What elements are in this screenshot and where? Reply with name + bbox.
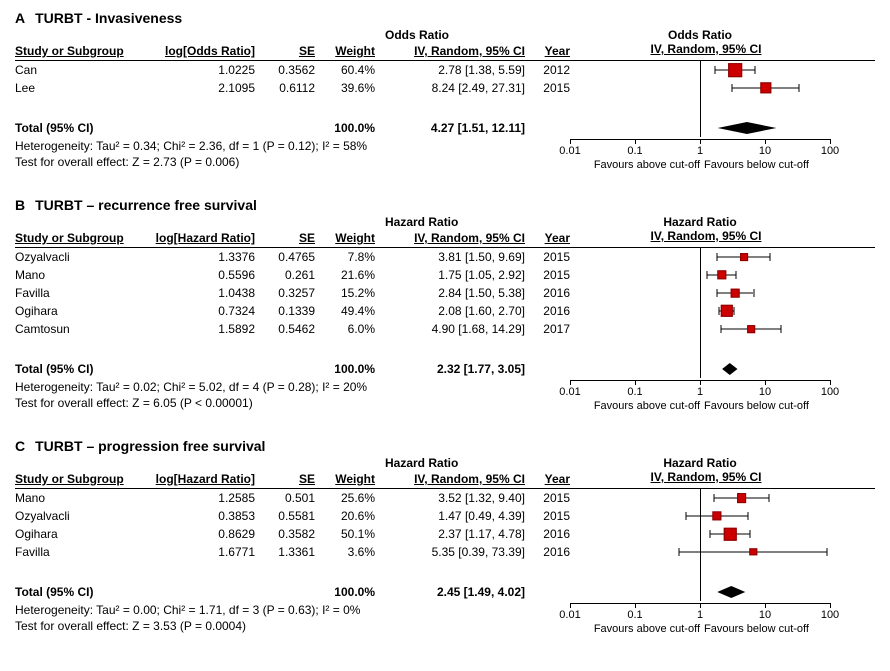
panel-title: CTURBT – progression free survival	[15, 438, 875, 454]
column-header-row: Study or Subgrouplog[Odds Ratio]SEWeight…	[15, 42, 875, 61]
point-estimate-square	[728, 63, 742, 77]
study-row: Ozyalvacli1.33760.47657.8%3.81 [1.50, 9.…	[15, 248, 875, 266]
total-row: Total (95% CI)100.0%2.45 [1.49, 4.02]	[15, 583, 875, 601]
study-row: Can1.02250.356260.4%2.78 [1.38, 5.59]201…	[15, 61, 875, 79]
point-estimate-square	[724, 528, 737, 541]
study-row: Lee2.10950.611239.6%8.24 [2.49, 27.31]20…	[15, 79, 875, 97]
point-estimate-square	[740, 253, 748, 261]
study-row: Favilla1.67711.33613.6%5.35 [0.39, 73.39…	[15, 543, 875, 561]
null-effect-line	[700, 248, 701, 378]
point-estimate-square	[760, 82, 771, 93]
forest-axis: 0.010.1110100Favours above cut-offFavour…	[570, 603, 830, 643]
study-row: Camtosun1.58920.54626.0%4.90 [1.68, 14.2…	[15, 320, 875, 338]
point-estimate-square	[717, 270, 726, 279]
total-row: Total (95% CI)100.0%2.32 [1.77, 3.05]	[15, 360, 875, 378]
study-row: Favilla1.04380.325715.2%2.84 [1.50, 5.38…	[15, 284, 875, 302]
study-row: Ozyalvacli0.38530.558120.6%1.47 [0.49, 4…	[15, 507, 875, 525]
axis-caption-left: Favours above cut-off	[570, 159, 704, 171]
total-row: Total (95% CI)100.0%4.27 [1.51, 12.11]	[15, 119, 875, 137]
study-row: Ogihara0.73240.133949.4%2.08 [1.60, 2.70…	[15, 302, 875, 320]
summary-diamond	[718, 122, 777, 134]
point-estimate-square	[737, 493, 747, 503]
column-header-row: Study or Subgrouplog[Hazard Ratio]SEWeig…	[15, 229, 875, 248]
point-estimate-square	[712, 511, 721, 520]
point-estimate-square	[731, 289, 740, 298]
column-header-row: Study or Subgrouplog[Hazard Ratio]SEWeig…	[15, 470, 875, 489]
effect-header: Odds RatioOdds Ratio	[15, 28, 875, 42]
forest-panel-A: ATURBT - Invasiveness Odds RatioOdds Rati…	[15, 10, 875, 179]
study-row: Ogihara0.86290.358250.1%2.37 [1.17, 4.78…	[15, 525, 875, 543]
axis-caption-left: Favours above cut-off	[570, 623, 704, 635]
forest-panel-C: CTURBT – progression free survival Hazard…	[15, 438, 875, 643]
forest-panel-B: BTURBT – recurrence free survival Hazard …	[15, 197, 875, 420]
axis-caption-right: Favours below cut-off	[700, 623, 834, 635]
study-row: Mano0.55960.26121.6%1.75 [1.05, 2.92]201…	[15, 266, 875, 284]
axis-caption-right: Favours below cut-off	[700, 159, 834, 171]
panel-title: BTURBT – recurrence free survival	[15, 197, 875, 213]
null-effect-line	[700, 489, 701, 601]
forest-axis: 0.010.1110100Favours above cut-offFavour…	[570, 380, 830, 420]
point-estimate-square	[750, 548, 757, 555]
axis-caption-left: Favours above cut-off	[570, 400, 704, 412]
summary-diamond	[722, 363, 737, 375]
axis-caption-right: Favours below cut-off	[700, 400, 834, 412]
study-row: Mano1.25850.50125.6%3.52 [1.32, 9.40]201…	[15, 489, 875, 507]
panel-title: ATURBT - Invasiveness	[15, 10, 875, 26]
point-estimate-square	[720, 305, 732, 317]
forest-axis: 0.010.1110100Favours above cut-offFavour…	[570, 139, 830, 179]
point-estimate-square	[747, 325, 755, 333]
effect-header: Hazard RatioHazard Ratio	[15, 215, 875, 229]
null-effect-line	[700, 61, 701, 137]
summary-diamond	[717, 586, 745, 598]
effect-header: Hazard RatioHazard Ratio	[15, 456, 875, 470]
